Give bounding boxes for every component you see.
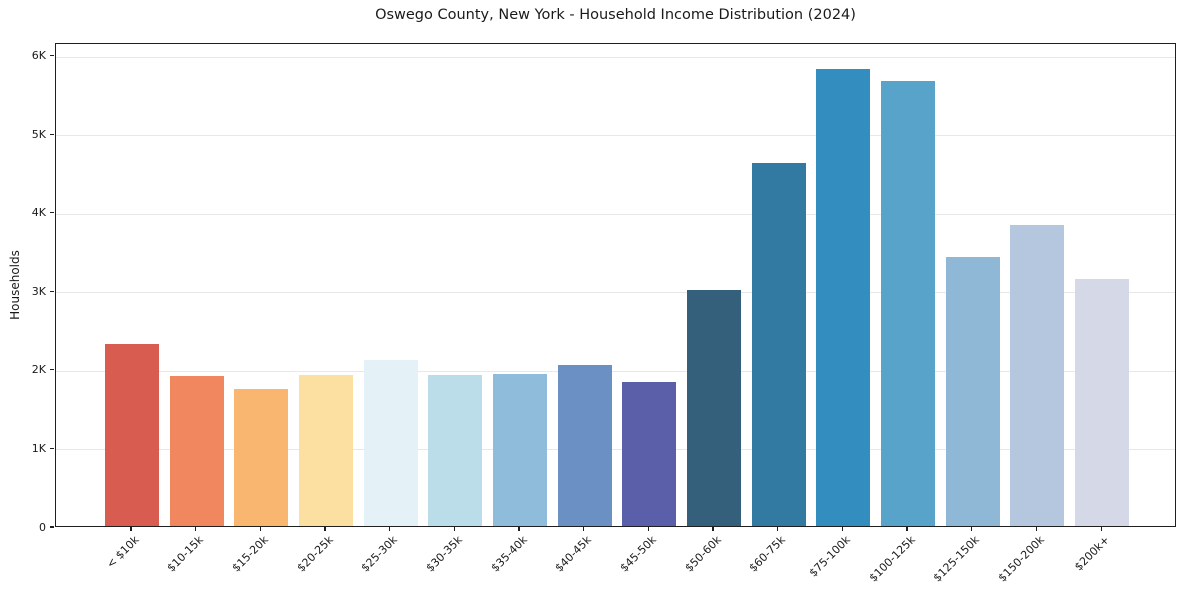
x-tick-label-15-20k: $15-20k	[229, 533, 271, 575]
bar-10k	[105, 343, 159, 526]
x-tick-label-150-200k: $150-200k	[995, 533, 1047, 585]
y-tick-label-5k: 5K	[31, 127, 46, 141]
bar-50-60k	[687, 290, 741, 526]
x-tick-mark-15-20k	[259, 527, 261, 531]
bar-75-100k	[816, 68, 871, 526]
y-tick-mark-5k	[50, 133, 54, 135]
bar-45-50k	[622, 382, 677, 526]
x-tick-label-60-75k: $60-75k	[746, 533, 789, 575]
bar-30-35k	[428, 375, 483, 526]
y-tick-mark-0	[50, 526, 54, 528]
y-tick-mark-6k	[50, 55, 54, 57]
x-tick-label-20-25k: $20-25k	[294, 533, 336, 575]
x-tick-label-100-125k: $100-125k	[866, 533, 918, 585]
x-tick-label-200k: $200k+	[1071, 533, 1112, 574]
gridline-6k	[56, 56, 1175, 58]
gridline-1k	[56, 449, 1175, 451]
x-tick-mark-20-25k	[324, 527, 326, 531]
bar-150-200k	[1010, 225, 1065, 526]
y-tick-label-4k: 4K	[31, 206, 46, 220]
x-tick-mark-200k	[1100, 527, 1102, 531]
bar-20-25k	[299, 375, 353, 526]
x-tick-mark-45-50k	[647, 527, 649, 531]
x-tick-label-50-60k: $50-60k	[682, 533, 724, 575]
plot-area	[55, 43, 1176, 527]
x-tick-mark-25-30k	[389, 527, 391, 531]
x-tick-mark-10k	[130, 527, 132, 531]
x-tick-label-30-35k: $30-35k	[423, 533, 465, 575]
gridline-5k	[56, 135, 1175, 137]
x-tick-mark-150-200k	[1035, 527, 1037, 531]
x-tick-label-10-15k: $10-15k	[164, 533, 207, 575]
x-tick-mark-30-35k	[453, 527, 455, 531]
x-tick-label-75-100k: $75-100k	[806, 533, 853, 580]
bar-10-15k	[169, 375, 224, 526]
y-tick-label-3k: 3K	[31, 284, 46, 298]
bar-100-125k	[881, 81, 935, 526]
y-tick-label-6k: 6K	[31, 49, 46, 63]
x-tick-label-40-45k: $40-45k	[552, 533, 595, 575]
gridline-4k	[56, 213, 1175, 215]
x-tick-mark-125-150k	[971, 527, 973, 531]
bar-60-75k	[751, 163, 806, 526]
gridline-3k	[56, 292, 1175, 294]
y-tick-label-1k: 1K	[31, 441, 46, 455]
y-tick-mark-1k	[50, 447, 54, 449]
x-tick-mark-75-100k	[841, 527, 843, 531]
y-tick-mark-4k	[50, 212, 54, 214]
y-tick-mark-3k	[50, 290, 54, 292]
x-tick-mark-35-40k	[518, 527, 520, 531]
x-tick-mark-60-75k	[777, 527, 779, 531]
bar-35-40k	[493, 374, 547, 526]
x-tick-label-35-40k: $35-40k	[488, 533, 530, 575]
x-tick-mark-100-125k	[906, 527, 908, 531]
y-tick-label-0: 0	[39, 520, 46, 534]
bar-40-45k	[557, 364, 612, 526]
bar-200k	[1075, 278, 1130, 526]
y-tick-mark-2k	[50, 369, 54, 371]
x-tick-label-10k: < $10k	[103, 533, 142, 571]
x-tick-label-25-30k: $25-30k	[358, 533, 401, 575]
gridline-2k	[56, 370, 1175, 372]
x-tick-label-125-150k: $125-150k	[931, 533, 983, 585]
x-tick-label-45-50k: $45-50k	[617, 533, 659, 575]
bar-125-150k	[945, 257, 1000, 526]
x-tick-mark-40-45k	[583, 527, 585, 531]
chart-title: Oswego County, New York - Household Inco…	[375, 7, 856, 23]
bar-25-30k	[363, 360, 418, 526]
x-tick-mark-10-15k	[195, 527, 197, 531]
x-tick-mark-50-60k	[712, 527, 714, 531]
bar-15-20k	[234, 389, 289, 526]
y-tick-label-2k: 2K	[31, 363, 46, 377]
